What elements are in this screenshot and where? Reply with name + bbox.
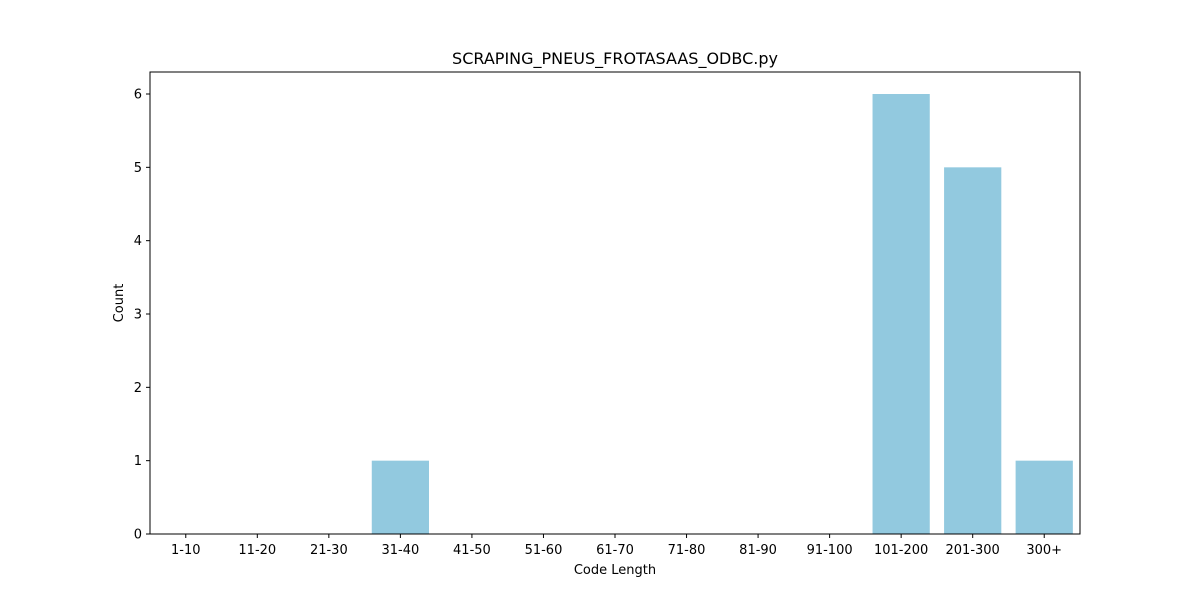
x-tick-label: 1-10	[171, 543, 201, 558]
x-tick-label: 71-80	[668, 543, 706, 558]
x-tick-label: 81-90	[739, 543, 777, 558]
y-tick-label: 4	[134, 234, 142, 249]
x-axis-ticks: 1-10 11-20 21-30 31-40 41-50 51-60 61-70 71-80 8…	[171, 534, 1062, 558]
y-axis-label: Count	[112, 284, 127, 323]
x-axis-label: Code Length	[574, 563, 656, 578]
y-tick-label: 5	[134, 161, 142, 176]
x-tick-label: 61-70	[596, 543, 634, 558]
x-tick-label: 201-300	[946, 543, 1000, 558]
y-tick-label: 2	[134, 381, 142, 396]
y-tick-label: 6	[134, 88, 142, 103]
plot-frame	[149, 71, 1081, 535]
y-tick-label: 1	[134, 454, 142, 469]
x-tick-label: 51-60	[525, 543, 563, 558]
bar-101-200	[872, 94, 930, 534]
x-tick-label: 101-200	[874, 543, 928, 558]
x-tick-label: 41-50	[453, 543, 491, 558]
x-tick-label: 91-100	[807, 543, 853, 558]
chart-title: SCRAPING_PNEUS_FROTASAAS_ODBC.py	[452, 49, 778, 69]
x-tick-label: 21-30	[310, 543, 348, 558]
x-tick-label: 11-20	[238, 543, 276, 558]
y-axis-ticks: 0 1 2 3 4 5 6	[134, 88, 150, 543]
x-tick-label: 31-40	[381, 543, 419, 558]
y-tick-label: 0	[134, 528, 142, 543]
bar-31-40	[371, 460, 429, 534]
y-tick-label: 3	[134, 308, 142, 323]
bar-201-300	[944, 167, 1002, 535]
bars-group	[371, 94, 1073, 535]
x-tick-label: 300+	[1026, 543, 1062, 558]
bar-300+	[1015, 460, 1073, 534]
